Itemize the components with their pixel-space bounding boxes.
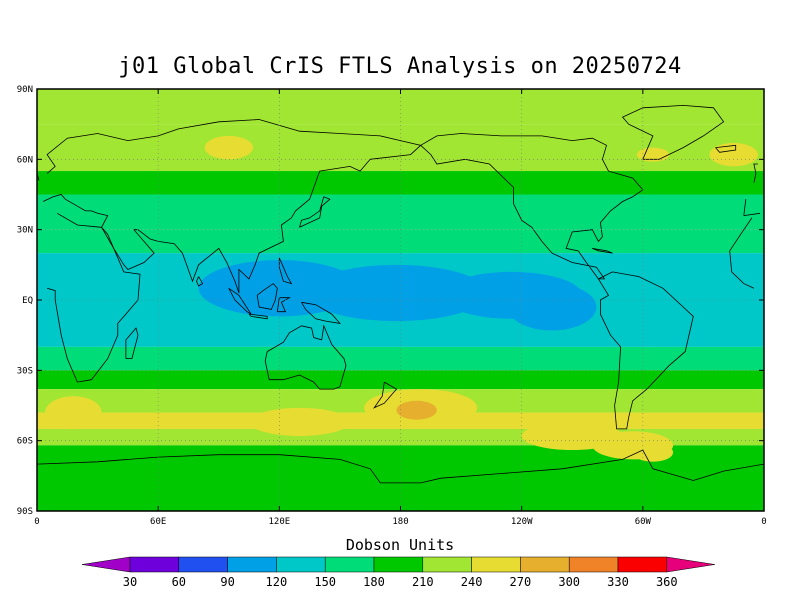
lon-tick-label-2: 120E <box>268 517 290 527</box>
field-blob-5 <box>396 400 437 420</box>
colorbar-cell-7 <box>471 556 521 573</box>
coastline-south_america <box>598 271 694 430</box>
lat-axis: 90N 60N 30N EQ 30S 60S 90S <box>17 85 764 517</box>
colorbar-cell-10 <box>617 556 668 573</box>
colorbar-label-5: 180 <box>363 575 385 589</box>
colorbar-label-10: 330 <box>607 575 629 589</box>
coastline-new_zealand <box>373 381 398 409</box>
field-band-2 <box>37 171 764 195</box>
colorbar-cell-5 <box>373 556 424 573</box>
field-blob-12 <box>709 142 758 167</box>
field-band-3 <box>37 194 764 230</box>
lat-tick-label-5: 60S <box>17 437 33 447</box>
ozone-field <box>37 89 764 511</box>
field-band-1 <box>37 124 764 172</box>
lat-tick-label-0: 90N <box>17 85 33 95</box>
colorbar-label-1: 60 <box>172 575 186 589</box>
field-blob-1 <box>305 264 488 322</box>
coastlines <box>37 104 764 484</box>
colorbar-label-8: 270 <box>510 575 532 589</box>
units-label: Dobson Units <box>345 536 455 554</box>
map-title: j01 Global CrIS FTLS Analysis on 2025072… <box>118 54 682 79</box>
coastline-borneo <box>256 283 278 310</box>
lat-tick-label-3: EQ <box>22 296 33 306</box>
coastline-greenland <box>621 104 725 160</box>
coastline-sri_lanka <box>196 276 204 287</box>
colorbar-cell-8 <box>520 556 570 573</box>
lon-tick-label-3: 180 <box>392 517 408 527</box>
coastline-japan <box>299 196 331 228</box>
coastline-iceland <box>715 144 737 153</box>
coastline-sumatra <box>228 287 252 315</box>
coastline-philippines <box>278 257 293 285</box>
colorbar-cell-9 <box>568 556 619 573</box>
lon-axis: 0 60E 120E 180 120W 60W 0 <box>34 89 767 527</box>
coastline-africa-1 <box>46 212 141 383</box>
colorbar-label-11: 360 <box>656 575 678 589</box>
lon-tick-label-0: 0 <box>34 517 39 527</box>
coastline-new_guinea <box>301 301 341 324</box>
colorbar-cell-6 <box>422 556 472 573</box>
field-blob-6 <box>45 396 102 429</box>
coastline-eurasia <box>743 199 747 216</box>
coastline-antarctica <box>37 449 764 484</box>
colorbar-arrow-low <box>81 556 131 573</box>
coastline-uk-2 <box>753 163 758 183</box>
lat-tick-label-4: 30S <box>17 366 33 376</box>
colorbar-label-4: 150 <box>314 575 336 589</box>
field-blob-3 <box>507 283 597 331</box>
coastline-australia <box>264 324 347 390</box>
lon-tick-label-4: 120W <box>511 517 533 527</box>
colorbar-label-6: 210 <box>412 575 434 589</box>
colorbar-arrow-high <box>666 556 715 573</box>
field-blob-7 <box>249 407 351 436</box>
colorbar-cell-0 <box>129 556 180 573</box>
lon-tick-label-6: 0 <box>761 517 766 527</box>
field-blob-11 <box>204 135 254 160</box>
coastline-africa <box>729 217 753 252</box>
colorbar: 30 60 90 120 150 180 210 240 270 300 330 360 <box>81 556 715 589</box>
field-band-6 <box>37 346 764 371</box>
lat-tick-label-1: 60N <box>17 155 33 165</box>
coastline-cuba <box>592 248 613 254</box>
colorbar-cell-2 <box>227 556 277 573</box>
colorbar-label-9: 300 <box>558 575 580 589</box>
coastline-africa-2 <box>729 250 755 289</box>
lat-tick-label-6: 90S <box>17 507 33 517</box>
colorbar-label-3: 120 <box>266 575 288 589</box>
coastline-madagascar <box>125 327 139 360</box>
coastline-eurasia-4 <box>743 212 761 216</box>
colorbar-label-2: 90 <box>220 575 234 589</box>
coastline-north_america <box>420 133 644 280</box>
colorbar-cell-3 <box>276 556 326 573</box>
lon-tick-label-1: 60E <box>150 517 166 527</box>
colorbar-label-7: 240 <box>461 575 483 589</box>
field-blob-10 <box>592 431 674 460</box>
coastline-java <box>248 313 268 320</box>
colorbar-cell-4 <box>324 556 375 573</box>
lat-tick-label-2: 30N <box>17 226 33 236</box>
field-band-0 <box>37 89 764 125</box>
colorbar-label-0: 30 <box>123 575 137 589</box>
colorbar-cell-1 <box>178 556 228 573</box>
field-band-7 <box>37 370 764 390</box>
lon-tick-label-5: 60W <box>635 517 652 527</box>
